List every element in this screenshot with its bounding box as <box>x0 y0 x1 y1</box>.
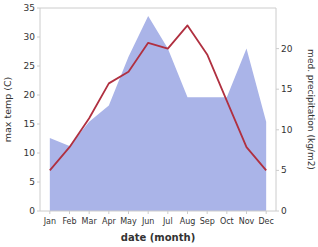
y-tick-label: 35 <box>24 3 35 13</box>
y2-tick <box>276 89 279 90</box>
y-tick <box>37 37 40 38</box>
y-tick <box>37 66 40 67</box>
y2-tick <box>276 48 279 49</box>
y-tick-label: 5 <box>29 177 35 187</box>
temperature-line <box>50 25 266 170</box>
x-axis-line <box>40 211 276 212</box>
x-tick <box>207 211 208 214</box>
x-tick-label: Jul <box>162 217 173 226</box>
x-tick-label: Feb <box>62 217 76 226</box>
x-axis-label: date (month) <box>121 232 195 243</box>
y-tick-label: 25 <box>24 61 35 71</box>
y-axis-line <box>40 8 41 211</box>
x-tick-label: Mar <box>82 217 98 226</box>
y-tick <box>37 182 40 183</box>
x-tick <box>108 211 109 214</box>
y2-tick <box>276 129 279 130</box>
y2-tick-label: 5 <box>281 165 287 175</box>
y-tick <box>37 211 40 212</box>
x-tick-label: Jun <box>141 217 155 226</box>
x-tick <box>69 211 70 214</box>
y-tick-label: 20 <box>24 90 36 100</box>
x-tick <box>148 211 149 214</box>
y-tick <box>37 8 40 9</box>
x-tick-label: Dec <box>258 217 273 226</box>
x-tick-label: Jan <box>43 217 56 226</box>
x-tick <box>266 211 267 214</box>
y2-tick-label: 15 <box>281 84 292 94</box>
x-tick-label: Nov <box>239 217 255 226</box>
y2-tick <box>276 211 279 212</box>
x-tick <box>49 211 50 214</box>
y-tick-label: 30 <box>24 32 36 42</box>
y-tick <box>37 153 40 154</box>
y-tick <box>37 95 40 96</box>
x-tick <box>246 211 247 214</box>
x-tick-label: Apr <box>102 217 117 226</box>
x-tick <box>226 211 227 214</box>
y2-tick <box>276 170 279 171</box>
y-tick-label: 10 <box>24 148 36 158</box>
x-tick <box>128 211 129 214</box>
precipitation-area <box>50 16 266 211</box>
y-tick <box>37 124 40 125</box>
x-tick <box>167 211 168 214</box>
y-axis-label: max temp (C) <box>2 77 13 143</box>
chart: 0 5 10 15 20 25 30 35 0 5 10 15 20 Jan Feb Mar AprMay Jun… <box>0 0 318 247</box>
x-tick-label: Aug <box>180 217 196 226</box>
y-tick-label: 15 <box>24 119 35 129</box>
x-tick-label: Sep <box>200 217 215 226</box>
x-tick-label: Oct <box>220 217 234 226</box>
y-tick-label: 0 <box>29 206 35 216</box>
y2-tick-label: 0 <box>281 206 287 216</box>
x-tick-label: May <box>120 217 137 226</box>
top-frame-line <box>40 8 276 9</box>
x-tick <box>187 211 188 214</box>
x-tick <box>89 211 90 214</box>
y2-tick-label: 10 <box>281 125 293 135</box>
y2-tick-label: 20 <box>281 44 293 54</box>
plot-area <box>50 16 266 211</box>
y2-axis-label: med. precipitation (kg/m2) <box>306 49 316 170</box>
y2-axis-line <box>276 8 277 211</box>
